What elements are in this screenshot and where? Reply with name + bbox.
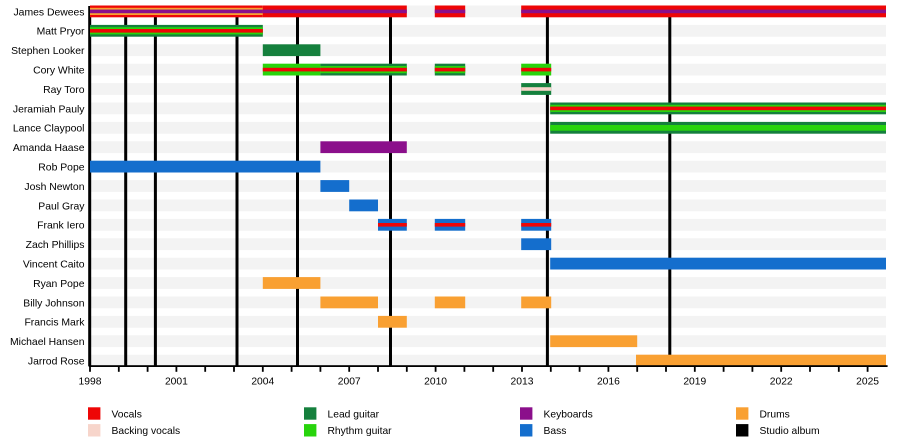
svg-text:Josh Newton: Josh Newton: [24, 182, 84, 193]
svg-text:2016: 2016: [597, 376, 620, 387]
svg-text:Vocals: Vocals: [112, 409, 142, 420]
svg-text:2019: 2019: [683, 376, 706, 387]
svg-text:2013: 2013: [511, 376, 534, 387]
svg-text:Matt Pryor: Matt Pryor: [37, 27, 85, 38]
svg-text:James Dewees: James Dewees: [13, 7, 84, 18]
svg-text:Paul Gray: Paul Gray: [38, 201, 85, 212]
svg-text:Lance Claypool: Lance Claypool: [13, 124, 85, 135]
svg-text:Bass: Bass: [544, 426, 567, 437]
svg-text:Michael Hansen: Michael Hansen: [10, 337, 85, 348]
svg-text:Studio album: Studio album: [760, 426, 820, 437]
svg-text:Francis Mark: Francis Mark: [24, 318, 85, 329]
svg-text:Cory White: Cory White: [33, 66, 85, 77]
svg-text:2007: 2007: [338, 376, 361, 387]
svg-text:Amanda Haase: Amanda Haase: [13, 143, 85, 154]
svg-text:2004: 2004: [251, 376, 274, 387]
svg-text:1998: 1998: [79, 376, 102, 387]
svg-text:Ryan Pope: Ryan Pope: [33, 279, 85, 290]
svg-text:Backing vocals: Backing vocals: [112, 426, 181, 437]
svg-text:Jeramiah Pauly: Jeramiah Pauly: [13, 104, 85, 115]
svg-text:Jarrod Rose: Jarrod Rose: [28, 357, 85, 368]
svg-text:Keyboards: Keyboards: [544, 409, 593, 420]
svg-text:2025: 2025: [856, 376, 879, 387]
svg-text:2010: 2010: [424, 376, 447, 387]
svg-text:Lead guitar: Lead guitar: [328, 409, 380, 420]
svg-text:Ray Toro: Ray Toro: [43, 85, 85, 96]
svg-text:Zach Phillips: Zach Phillips: [26, 240, 85, 251]
svg-text:2001: 2001: [165, 376, 188, 387]
svg-text:Billy Johnson: Billy Johnson: [23, 298, 84, 309]
svg-text:Vincent Caito: Vincent Caito: [23, 260, 85, 271]
svg-text:Rob Pope: Rob Pope: [38, 163, 84, 174]
svg-text:Rhythm guitar: Rhythm guitar: [328, 426, 393, 437]
svg-text:Stephen Looker: Stephen Looker: [11, 46, 85, 57]
svg-text:2022: 2022: [770, 376, 793, 387]
svg-text:Drums: Drums: [760, 409, 790, 420]
svg-text:Frank Iero: Frank Iero: [37, 221, 85, 232]
